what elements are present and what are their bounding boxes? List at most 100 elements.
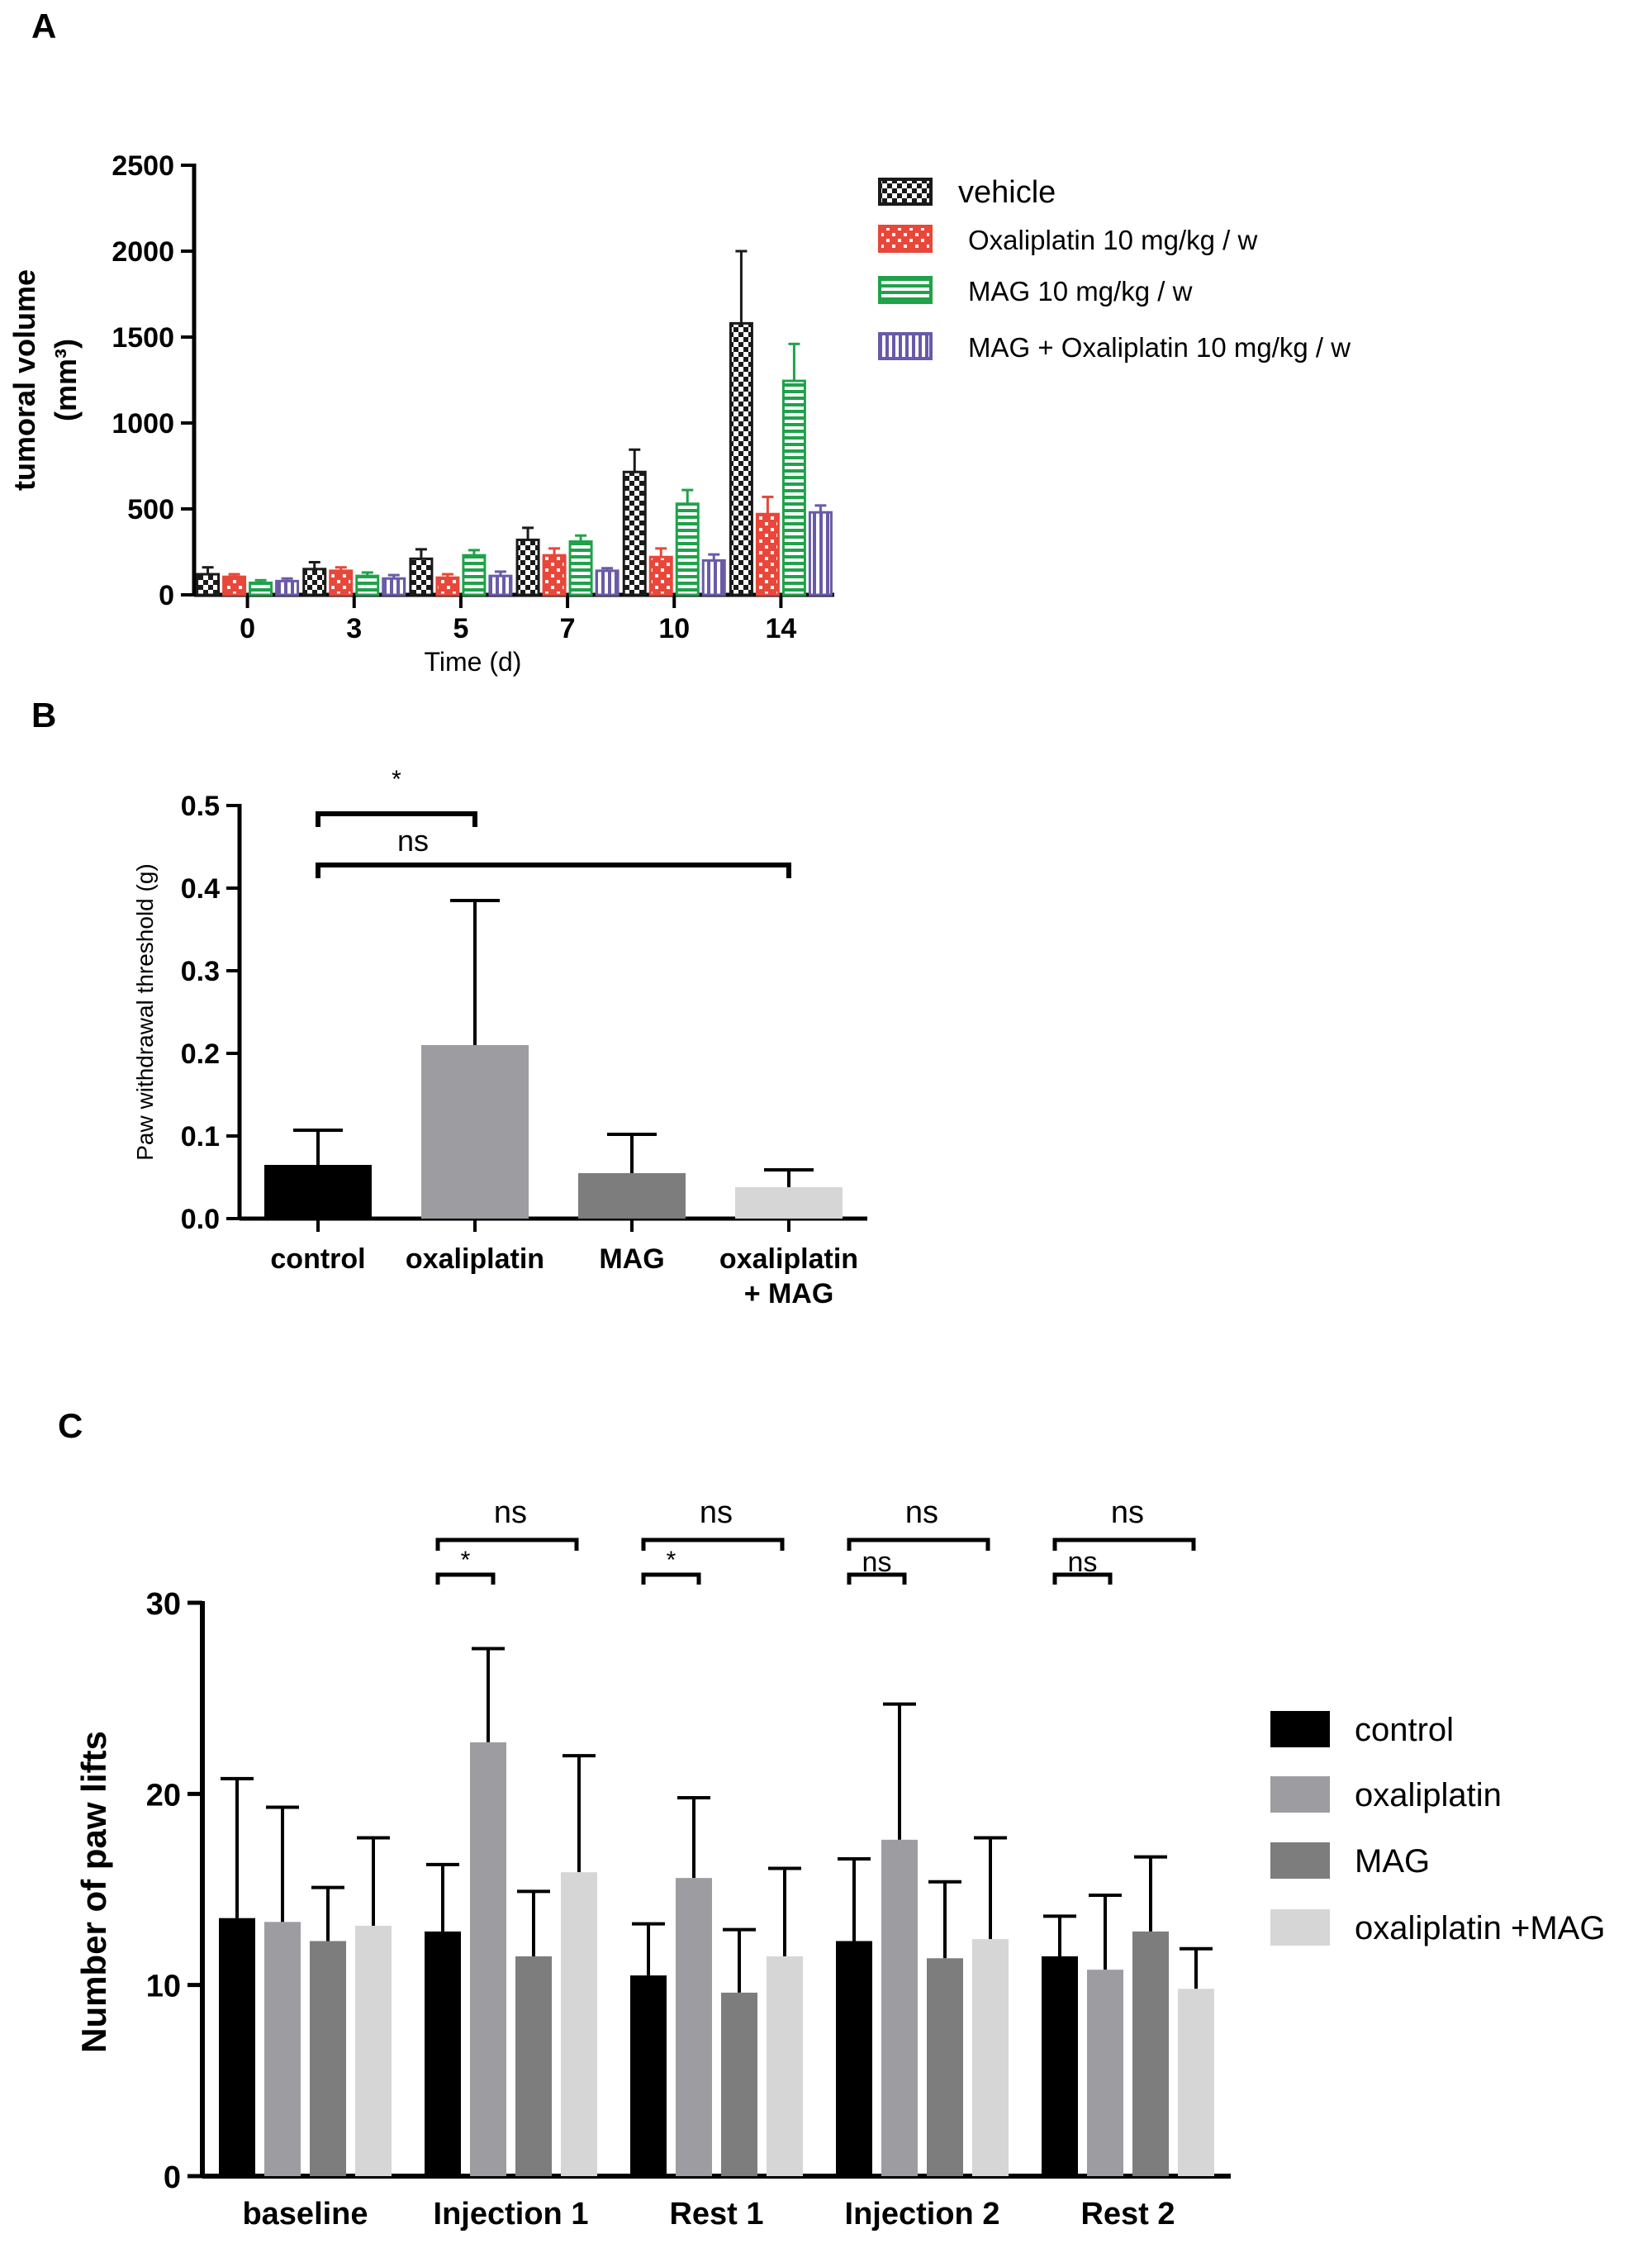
significance-label-outer-c: ns: [1111, 1495, 1144, 1530]
bar-c: [767, 1956, 803, 2176]
y-tick-label-a: 2500: [112, 150, 174, 182]
bar-a: [568, 540, 593, 596]
bar-c: [881, 1839, 918, 2176]
x-tick-label-b: oxaliplatin: [719, 1243, 858, 1275]
legend-a: vehicle Oxaliplatin 10 mg/kg / w MAG 10 mg…: [878, 175, 1351, 363]
y-tick-label-b: 0.2: [181, 1038, 220, 1070]
bar-a: [755, 512, 780, 596]
legend-swatch-a: [878, 332, 933, 360]
x-tick-label-a: 10: [658, 613, 690, 644]
bar-c: [264, 1922, 301, 2176]
significance-label-inner-c: ns: [862, 1547, 892, 1578]
legend-c: control oxaliplatin MAG oxaliplatin +MAG: [1270, 1711, 1605, 1946]
significance-bracket-inner-c: [641, 1572, 701, 1585]
panel-b: B 0.0 0.1 0.2 0.3 0.4 0.5 control oxaliplatin MA…: [31, 696, 867, 1309]
y-tick-label-a: 1000: [112, 408, 174, 440]
y-axis-label-a: tumoral volume: [7, 269, 41, 491]
bar-a: [196, 573, 221, 596]
x-tick-label-b: + MAG: [744, 1278, 834, 1309]
panel-c: C 0 10 20 30 baseline Injection 1 Rest 1 Inject…: [58, 1406, 1605, 2231]
x-tick-label-a: 0: [240, 613, 255, 644]
bar-a: [435, 576, 460, 596]
legend-swatch-a: [878, 225, 933, 253]
x-tick-label-b: MAG: [599, 1243, 664, 1275]
x-tick-label-c: Rest 2: [1080, 2197, 1175, 2231]
legend-swatch-c: [1270, 1776, 1330, 1813]
panel-label-a: A: [31, 7, 56, 45]
bar-c: [219, 1918, 255, 2176]
x-tick-label-a: 7: [560, 613, 576, 644]
bar-a: [781, 379, 806, 596]
bar-a: [701, 558, 726, 596]
legend-label-c: control: [1355, 1712, 1454, 1748]
significance-label-inner-c: *: [461, 1547, 471, 1574]
legend-label-c: oxaliplatin: [1355, 1777, 1502, 1813]
x-tick-label-c: Injection 2: [845, 2197, 1000, 2231]
y-tick-label-c: 30: [146, 1587, 181, 1622]
legend-label-c: oxaliplatin +MAG: [1355, 1910, 1605, 1946]
bar-c: [721, 1992, 757, 2176]
legend-swatch-c: [1270, 1842, 1330, 1879]
bar-c: [1132, 1931, 1169, 2176]
y-tick-label-b: 0.0: [181, 1204, 220, 1235]
bar-a: [355, 574, 380, 596]
legend-swatch-a: [878, 276, 933, 304]
bar-c: [425, 1931, 461, 2176]
bar-a: [622, 470, 647, 596]
y-tick-label-a: 0: [159, 580, 174, 611]
bar-a: [515, 538, 540, 596]
y-tick-label-a: 500: [127, 494, 174, 525]
significance-bracket-b: [316, 811, 477, 827]
legend-swatch-a: [878, 178, 933, 206]
bar-b: [264, 1165, 372, 1219]
significance-bracket-b: [316, 863, 791, 878]
bar-a: [462, 554, 487, 596]
bar-a: [542, 554, 567, 596]
significance-label-inner-c: *: [667, 1547, 676, 1574]
y-tick-label-c: 20: [146, 1778, 181, 1813]
bar-a: [675, 502, 700, 596]
significance-bracket-outer-c: [847, 1537, 990, 1551]
panel-label-b: B: [31, 696, 56, 734]
bar-a: [249, 581, 273, 596]
significance-label-inner-c: ns: [1068, 1547, 1098, 1578]
significance-label-outer-c: ns: [905, 1495, 938, 1530]
bar-c: [355, 1925, 392, 2176]
bar-a: [382, 577, 406, 596]
significance-bracket-outer-c: [641, 1537, 785, 1551]
bar-c: [1178, 1989, 1214, 2176]
bar-a: [808, 511, 833, 596]
legend-swatch-c: [1270, 1909, 1330, 1946]
panel-a: A 0 500 1000 1500 2000 2500 0 3 5 7 10 14 Time (d) tu…: [7, 7, 1351, 677]
bar-a: [222, 575, 247, 596]
x-tick-label-b: oxaliplatin: [406, 1243, 544, 1275]
y-tick-label-b: 0.5: [181, 791, 220, 822]
bar-b: [421, 1045, 529, 1219]
bar-a: [329, 569, 354, 596]
bar-a: [729, 321, 753, 596]
panel-label-c: C: [58, 1406, 83, 1445]
significance-bracket-inner-c: [435, 1572, 496, 1585]
y-axis-label-b: Paw withdrawal threshold (g): [132, 863, 158, 1161]
y-tick-label-c: 10: [146, 1970, 181, 2004]
bar-a: [302, 568, 327, 596]
x-tick-label-a: 14: [766, 613, 797, 644]
y-tick-label-a: 1500: [112, 322, 174, 354]
bar-c: [561, 1872, 597, 2176]
significance-bracket-inner-c: [1052, 1572, 1113, 1585]
y-tick-label-b: 0.1: [181, 1121, 220, 1153]
significance-label-b: ns: [397, 824, 429, 858]
legend-label-a: MAG 10 mg/kg / w: [968, 276, 1193, 307]
bar-b: [735, 1187, 843, 1219]
bar-c: [676, 1878, 712, 2176]
x-tick-label-c: Injection 1: [434, 2197, 589, 2231]
bar-c: [972, 1939, 1009, 2176]
bar-c: [1042, 1956, 1078, 2176]
significance-label-b: *: [392, 766, 401, 793]
legend-label-a: MAG + Oxaliplatin 10 mg/kg / w: [968, 332, 1351, 363]
x-tick-label-c: baseline: [242, 2197, 368, 2231]
x-axis-label-a: Time (d): [425, 647, 522, 677]
significance-bracket-inner-c: [847, 1572, 907, 1585]
bar-c: [515, 1956, 552, 2176]
